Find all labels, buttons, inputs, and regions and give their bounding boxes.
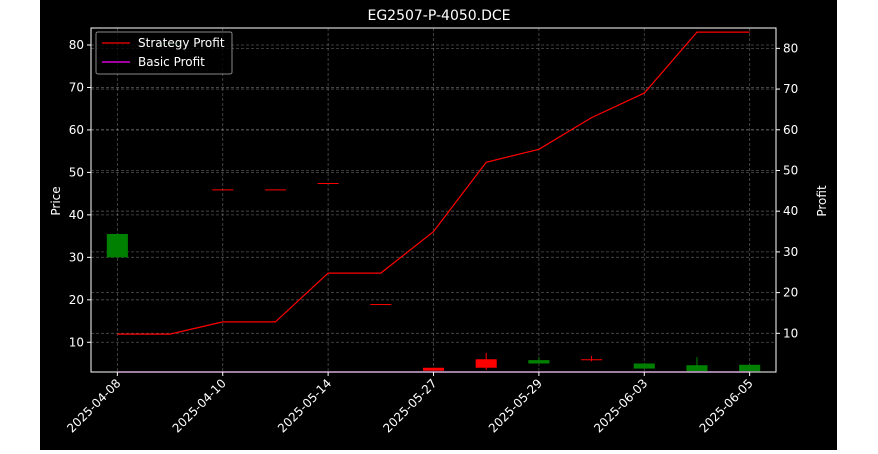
candle-body-5 <box>370 304 392 306</box>
candle-body-8 <box>528 360 550 364</box>
y-left-tick-label-70: 70 <box>69 80 84 94</box>
y-right-tick-label-30: 30 <box>783 245 798 259</box>
y-left-tick-label-80: 80 <box>69 38 84 52</box>
candle-body-0 <box>106 233 128 258</box>
y-right-tick-label-80: 80 <box>783 41 798 55</box>
y-left-tick-label-20: 20 <box>69 293 84 307</box>
candle-body-4 <box>317 183 339 185</box>
candle-layer <box>106 42 761 372</box>
candle-body-2 <box>212 189 234 191</box>
y-left-tick-label-30: 30 <box>69 250 84 264</box>
chart-title: EG2507-P-4050.DCE <box>367 8 510 24</box>
y-left-tick-label-60: 60 <box>69 123 84 137</box>
candle-body-12 <box>739 364 761 372</box>
y-right-tick-label-70: 70 <box>783 82 798 96</box>
legend-label-strategy-profit: Strategy Profit <box>138 36 225 50</box>
y-right-tick-label-20: 20 <box>783 286 798 300</box>
y-left-tick-label-40: 40 <box>69 208 84 222</box>
y-right-tick-label-50: 50 <box>783 163 798 177</box>
candle-body-3 <box>264 189 286 191</box>
y-axis-left-label: Price <box>49 186 63 215</box>
candle-body-7 <box>475 359 497 368</box>
y-axis-right-label: Profit <box>815 185 829 217</box>
y-right-tick-label-60: 60 <box>783 123 798 137</box>
candle-body-11 <box>686 365 708 372</box>
candle-body-9 <box>581 359 603 361</box>
y-right-tick-label-10: 10 <box>783 326 798 340</box>
candle-body-10 <box>633 363 655 369</box>
legend-label-basic-profit: Basic Profit <box>138 55 205 69</box>
grid-layer <box>91 28 776 372</box>
y-right-tick-label-40: 40 <box>783 204 798 218</box>
y-left-tick-label-50: 50 <box>69 165 84 179</box>
legend: Strategy Profit Basic Profit <box>95 31 233 75</box>
series-line-0 <box>117 31 750 335</box>
y-left-tick-label-10: 10 <box>69 335 84 349</box>
candle-body-6 <box>422 367 445 371</box>
